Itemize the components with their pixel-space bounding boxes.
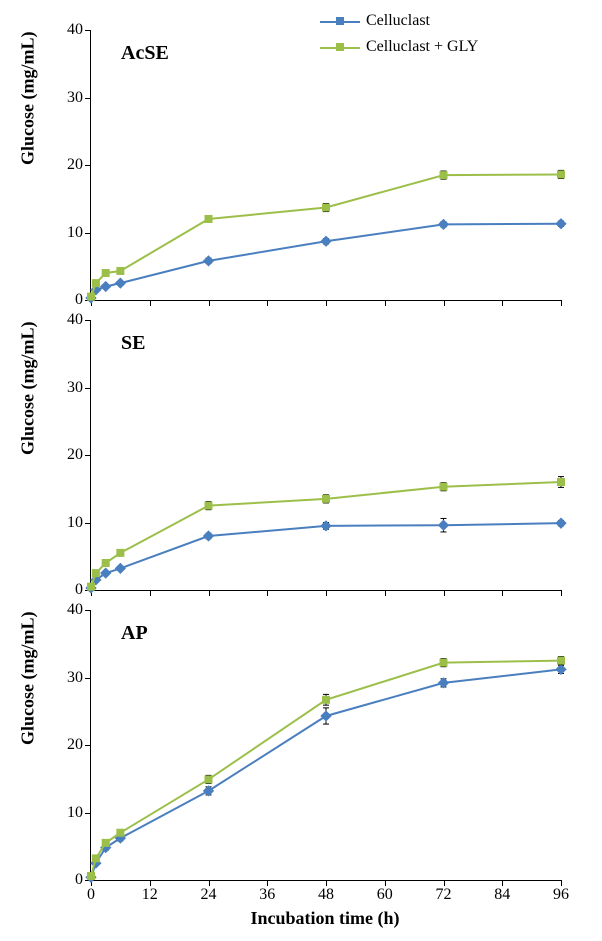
y-tick-label: 40: [67, 601, 91, 619]
x-tick: [502, 590, 503, 596]
legend-item-celluclast: Celluclast: [320, 10, 478, 32]
x-axis-title: Incubation time (h): [90, 908, 560, 929]
y-axis-title: Glucose (mg/mL): [18, 32, 39, 165]
series-line: [91, 174, 561, 296]
x-tick-label: 36: [259, 880, 275, 904]
diamond-icon: [438, 219, 449, 230]
square-icon: [102, 559, 110, 567]
y-tick-label: 10: [67, 224, 91, 242]
square-icon: [440, 659, 448, 667]
plot-area: [91, 610, 561, 880]
diamond-icon: [320, 236, 331, 247]
square-icon: [440, 483, 448, 491]
square-icon: [87, 583, 95, 591]
square-icon: [92, 854, 100, 862]
x-tick-label: 24: [201, 880, 217, 904]
square-icon: [116, 829, 124, 837]
diamond-icon: [438, 520, 449, 531]
square-icon: [102, 269, 110, 277]
diamond-icon: [203, 530, 214, 541]
y-tick-label: 40: [67, 311, 91, 329]
x-tick-label: 96: [553, 880, 569, 904]
y-tick-label: 30: [67, 669, 91, 687]
x-tick-label: 72: [436, 880, 452, 904]
x-tick: [209, 590, 210, 596]
square-icon: [322, 204, 330, 212]
diamond-icon: [100, 567, 111, 578]
x-tick: [209, 300, 210, 306]
x-tick-label: 48: [318, 880, 334, 904]
y-tick-label: 20: [67, 736, 91, 754]
x-tick: [561, 590, 562, 596]
diamond-icon: [555, 218, 566, 229]
panel-acse: 010203040AcSE: [90, 30, 561, 301]
diamond-icon: [115, 563, 126, 574]
x-tick: [502, 300, 503, 306]
square-icon: [205, 775, 213, 783]
square-icon: [205, 215, 213, 223]
x-tick: [267, 590, 268, 596]
y-tick-label: 30: [67, 379, 91, 397]
x-tick: [385, 590, 386, 596]
square-icon: [557, 170, 565, 178]
series-line: [91, 523, 561, 588]
square-icon: [557, 478, 565, 486]
y-axis-title: Glucose (mg/mL): [18, 612, 39, 745]
legend-label: Celluclast: [366, 12, 430, 30]
y-tick-label: 30: [67, 89, 91, 107]
x-tick: [385, 300, 386, 306]
square-icon: [92, 279, 100, 287]
diamond-icon: [100, 281, 111, 292]
x-tick: [150, 590, 151, 596]
figure-container: Celluclast Celluclast + GLY 010203040AcS…: [0, 0, 602, 941]
x-tick-label: 60: [377, 880, 393, 904]
square-icon: [116, 549, 124, 557]
y-tick-label: 10: [67, 514, 91, 532]
square-icon: [205, 502, 213, 510]
panel-se: 010203040SE: [90, 320, 561, 591]
square-icon: [557, 657, 565, 665]
square-icon: [92, 569, 100, 577]
diamond-icon: [203, 255, 214, 266]
series-line: [91, 224, 561, 298]
series-line: [91, 661, 561, 876]
square-icon: [102, 839, 110, 847]
square-icon: [322, 495, 330, 503]
diamond-icon: [438, 677, 449, 688]
x-tick: [444, 300, 445, 306]
square-icon: [440, 171, 448, 179]
diamond-icon: [203, 785, 214, 796]
x-tick: [326, 590, 327, 596]
x-tick: [150, 300, 151, 306]
y-axis-title: Glucose (mg/mL): [18, 322, 39, 455]
y-tick-label: 40: [67, 21, 91, 39]
plot-area: [91, 30, 561, 300]
square-icon: [116, 267, 124, 275]
diamond-icon: [115, 277, 126, 288]
diamond-icon: [320, 520, 331, 531]
square-icon: [322, 696, 330, 704]
x-tick-label: 0: [87, 880, 95, 904]
diamond-icon: [336, 17, 344, 25]
panel-ap: 01020304001224364860728496AP: [90, 610, 561, 881]
x-tick: [267, 300, 268, 306]
x-tick: [561, 300, 562, 306]
y-tick-label: 20: [67, 446, 91, 464]
diamond-icon: [320, 710, 331, 721]
x-tick: [326, 300, 327, 306]
x-tick-label: 84: [494, 880, 510, 904]
y-tick-label: 20: [67, 156, 91, 174]
plot-area: [91, 320, 561, 590]
x-tick: [444, 590, 445, 596]
y-tick-label: 10: [67, 804, 91, 822]
x-tick-label: 12: [142, 880, 158, 904]
square-icon: [87, 872, 95, 880]
diamond-icon: [555, 664, 566, 675]
diamond-icon: [555, 518, 566, 529]
square-icon: [87, 293, 95, 301]
